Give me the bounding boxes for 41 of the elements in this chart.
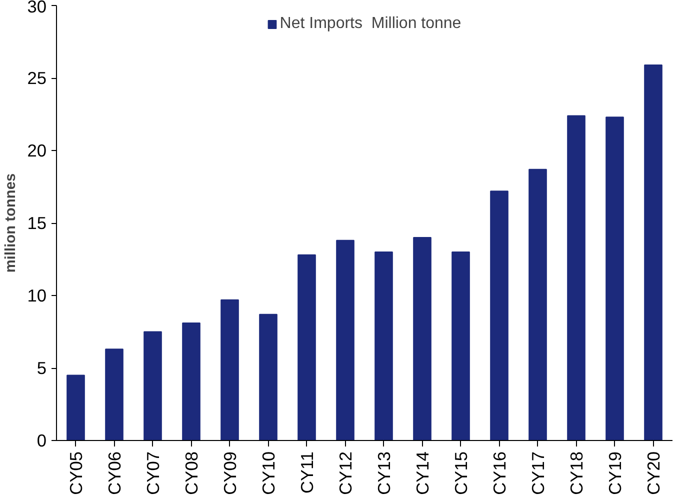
bar — [66, 374, 85, 440]
bar — [298, 254, 316, 440]
bar — [144, 331, 162, 440]
x-tick-label: CY17 — [528, 451, 548, 495]
bar — [644, 64, 662, 440]
bar — [336, 240, 354, 440]
x-tick-label: CY06 — [104, 451, 124, 495]
bar — [259, 314, 278, 440]
legend-label: Net Imports Million tonne — [280, 15, 462, 33]
x-tick-label: CY14 — [412, 451, 432, 495]
x-tick-label: CY13 — [374, 451, 394, 495]
bar — [528, 168, 547, 440]
x-tick-label: CY16 — [489, 451, 510, 495]
x-tick-label: CY18 — [566, 451, 586, 495]
bar — [105, 348, 124, 440]
bar — [220, 299, 239, 440]
y-tick-label: 25 — [27, 68, 47, 88]
bar — [182, 322, 200, 440]
y-tick-label: 30 — [27, 0, 47, 16]
bar — [490, 190, 508, 440]
x-tick-label: CY08 — [181, 451, 202, 495]
y-tick-label: 5 — [36, 358, 47, 378]
bar — [374, 252, 393, 440]
y-tick-label: 20 — [27, 140, 47, 160]
x-tick-label: CY20 — [643, 451, 664, 495]
y-axis-title: million tonnes — [3, 173, 20, 273]
y-tick-label: 10 — [27, 286, 47, 306]
x-tick-label: CY09 — [220, 451, 240, 495]
x-tick-label: CY19 — [604, 451, 625, 495]
bar — [567, 115, 586, 440]
x-tick-label: CY10 — [258, 451, 278, 495]
y-tick-label: 15 — [27, 213, 47, 233]
x-tick-label: CY15 — [450, 451, 471, 495]
y-tick-label: 0 — [36, 430, 47, 450]
bar — [413, 237, 432, 440]
x-tick-label: CY12 — [335, 451, 356, 495]
x-tick-label: CY11 — [296, 451, 317, 494]
x-tick-label: CY05 — [66, 451, 86, 495]
bar — [452, 252, 470, 440]
x-tick-label: CY07 — [142, 451, 163, 495]
bar — [606, 116, 624, 440]
